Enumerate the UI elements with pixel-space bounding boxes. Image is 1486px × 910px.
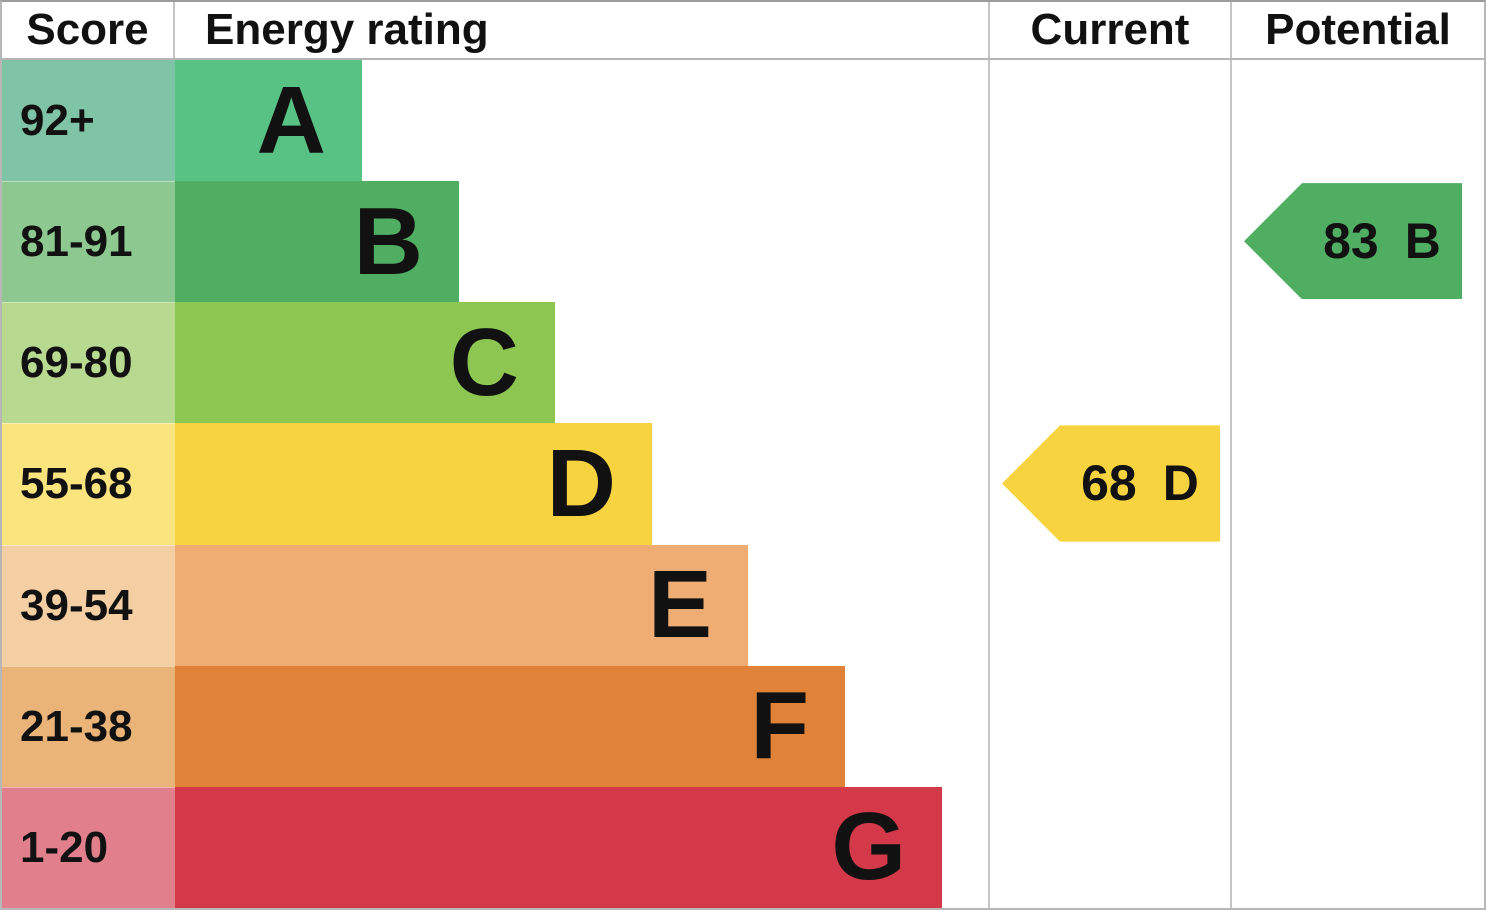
- score-range-f: 21-38: [2, 665, 175, 787]
- score-range-c: 69-80: [2, 302, 175, 424]
- band-letter-b: B: [353, 187, 423, 295]
- current-column: 68 D: [988, 60, 1230, 908]
- band-bar-f: F: [175, 665, 845, 787]
- band-letter-e: E: [647, 551, 712, 659]
- band-row-d: 55-68 D: [2, 423, 988, 545]
- current-rating-arrow: 68 D: [1002, 425, 1220, 542]
- band-bar-c: C: [175, 302, 555, 424]
- band-row-a: 92+ A: [2, 60, 988, 182]
- band-row-g: 1-20 G: [2, 786, 988, 908]
- band-row-c: 69-80 C: [2, 302, 988, 424]
- score-range-e: 39-54: [2, 544, 175, 666]
- band-bar-a: A: [175, 60, 362, 182]
- score-header: Score: [2, 2, 175, 58]
- band-bar-d: D: [175, 423, 652, 545]
- band-row-e: 39-54 E: [2, 544, 988, 666]
- current-rating-band: D: [1162, 455, 1199, 512]
- score-range-a: 92+: [2, 60, 175, 182]
- rating-bands: 92+ A 81-91 B 69-80 C 55-68 D 39-54 E 21…: [2, 60, 988, 908]
- band-letter-c: C: [449, 308, 519, 416]
- band-letter-g: G: [831, 793, 906, 901]
- potential-column: 83 B: [1230, 60, 1484, 908]
- band-row-f: 21-38 F: [2, 665, 988, 787]
- band-letter-f: F: [750, 672, 809, 780]
- chart-body: 92+ A 81-91 B 69-80 C 55-68 D 39-54 E 21…: [2, 60, 1484, 908]
- potential-rating-arrow: 83 B: [1244, 183, 1462, 300]
- band-bar-b: B: [175, 181, 459, 303]
- score-range-g: 1-20: [2, 786, 175, 908]
- band-bar-g: G: [175, 786, 942, 908]
- band-row-b: 81-91 B: [2, 181, 988, 303]
- potential-rating-band: B: [1404, 213, 1441, 270]
- header-row: Score Energy rating Current Potential: [2, 2, 1484, 60]
- band-letter-d: D: [546, 429, 616, 537]
- band-letter-a: A: [256, 66, 326, 174]
- score-range-d: 55-68: [2, 423, 175, 545]
- score-range-b: 81-91: [2, 181, 175, 303]
- current-header: Current: [988, 2, 1230, 58]
- band-bar-e: E: [175, 544, 748, 666]
- current-rating-value: 68: [1081, 455, 1137, 512]
- potential-header: Potential: [1230, 2, 1484, 58]
- energy-rating-header: Energy rating: [205, 5, 489, 54]
- potential-rating-value: 83: [1323, 213, 1379, 270]
